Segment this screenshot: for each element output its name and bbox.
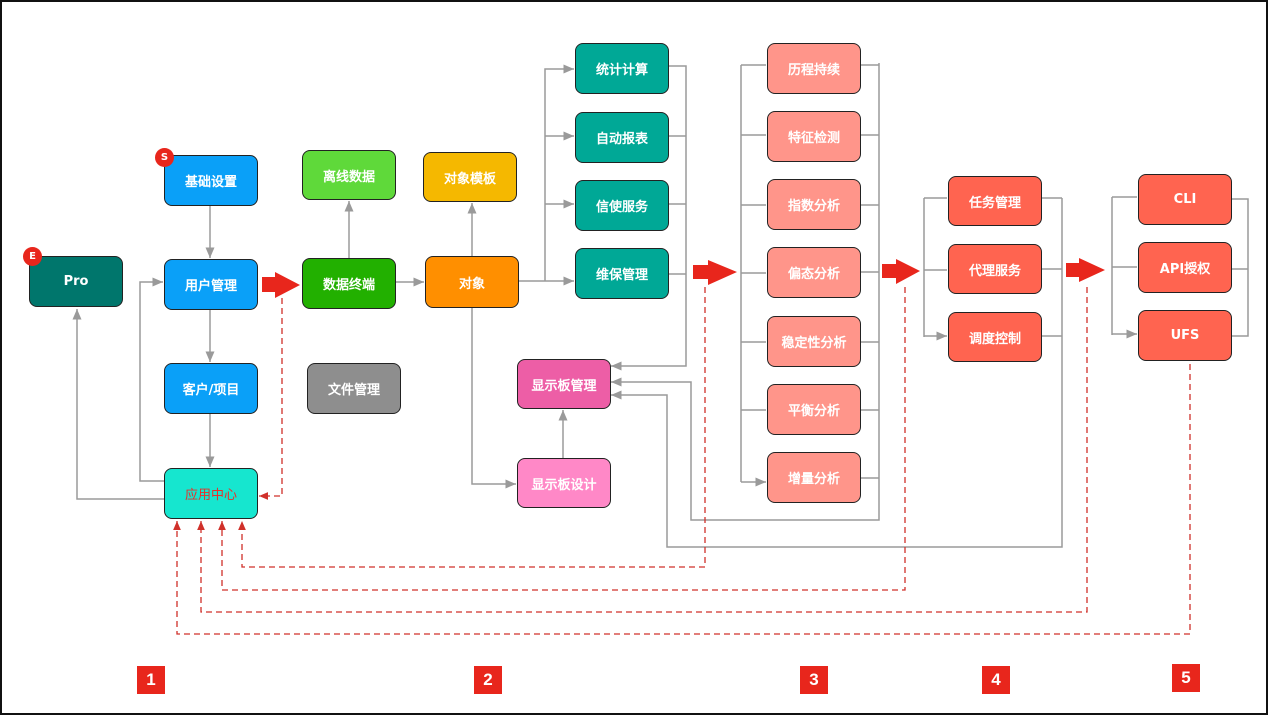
node-user-management[interactable]: 用户管理: [164, 259, 258, 310]
node-label: 数据终端: [322, 278, 375, 293]
node-label: 维保管理: [595, 268, 648, 283]
node-agent-service[interactable]: 代理服务: [948, 244, 1042, 294]
node-label: 对象模板: [443, 171, 496, 187]
node-label: 调度控制: [968, 331, 1021, 347]
node-label: Pro: [63, 274, 89, 289]
node-ufs[interactable]: UFS: [1138, 310, 1232, 361]
node-dashboard-management[interactable]: 显示板管理: [517, 359, 611, 409]
node-label: UFS: [1170, 328, 1200, 343]
node-stat-calc[interactable]: 统计计算: [575, 43, 669, 94]
node-label: CLI: [1173, 192, 1197, 207]
node-label: 稳定性分析: [781, 336, 847, 351]
node-pro[interactable]: Pro: [29, 256, 123, 307]
node-label: 对象: [458, 276, 485, 292]
flow-arrow-1: [262, 272, 300, 298]
badge-e: E: [23, 247, 42, 266]
node-app-center[interactable]: 应用中心: [164, 468, 258, 519]
node-label: 基础设置: [184, 175, 237, 190]
badge-s: S: [155, 148, 174, 167]
stage-number-3: 3: [800, 666, 828, 694]
node-label: API授权: [1159, 262, 1211, 277]
node-analysis-6[interactable]: 平衡分析: [767, 384, 861, 435]
node-label: 客户/项目: [182, 383, 240, 398]
node-label: 任务管理: [968, 195, 1021, 211]
node-label: 应用中心: [184, 488, 237, 503]
node-basic-settings[interactable]: 基础设置: [164, 155, 258, 206]
node-data-terminal[interactable]: 数据终端: [302, 258, 396, 309]
node-maintenance[interactable]: 维保管理: [575, 248, 669, 299]
node-auto-report[interactable]: 自动报表: [575, 112, 669, 163]
flow-arrow-2: [693, 260, 737, 285]
node-api-auth[interactable]: API授权: [1138, 242, 1232, 293]
node-label: 用户管理: [184, 279, 237, 294]
node-cli[interactable]: CLI: [1138, 174, 1232, 225]
flow-arrow-3: [882, 259, 920, 284]
node-object-template[interactable]: 对象模板: [423, 152, 517, 202]
node-label: 增量分析: [787, 472, 840, 487]
node-scheduling-control[interactable]: 调度控制: [948, 312, 1042, 362]
node-label: 特征检测: [787, 131, 840, 146]
node-analysis-7[interactable]: 增量分析: [767, 452, 861, 503]
node-object[interactable]: 对象: [425, 256, 519, 308]
stage-number-2: 2: [474, 666, 502, 694]
node-label: 离线数据: [322, 169, 375, 185]
node-analysis-3[interactable]: 指数分析: [767, 179, 861, 230]
flow-arrow-4: [1066, 258, 1105, 282]
node-label: 自动报表: [595, 132, 648, 147]
gray-connectors: [72, 63, 1249, 548]
stage-number-4: 4: [982, 666, 1010, 694]
dashed-feedback-connectors: [173, 287, 1191, 635]
node-task-management[interactable]: 任务管理: [948, 176, 1042, 226]
node-file-management[interactable]: 文件管理: [307, 363, 401, 414]
node-label: 历程持续: [787, 63, 840, 78]
node-offline-data[interactable]: 离线数据: [302, 150, 396, 200]
node-label: 统计计算: [595, 63, 648, 78]
node-label: 指数分析: [787, 199, 840, 214]
node-label: 文件管理: [327, 383, 380, 398]
node-analysis-5[interactable]: 稳定性分析: [767, 316, 861, 367]
node-analysis-4[interactable]: 偏态分析: [767, 247, 861, 298]
node-label: 信使服务: [595, 200, 648, 215]
node-label: 平衡分析: [787, 404, 840, 419]
node-analysis-1[interactable]: 历程持续: [767, 43, 861, 94]
node-label: 代理服务: [968, 263, 1021, 279]
node-dashboard-design[interactable]: 显示板设计: [517, 458, 611, 508]
stage-flow-arrows: [262, 258, 1105, 298]
node-label: 偏态分析: [787, 267, 840, 282]
stage-number-5: 5: [1172, 664, 1200, 692]
node-analysis-2[interactable]: 特征检测: [767, 111, 861, 162]
node-label: 显示板设计: [531, 477, 597, 493]
node-customer-project[interactable]: 客户/项目: [164, 363, 258, 414]
node-label: 显示板管理: [531, 378, 597, 394]
node-messenger[interactable]: 信使服务: [575, 180, 669, 231]
stage-number-1: 1: [137, 666, 165, 694]
